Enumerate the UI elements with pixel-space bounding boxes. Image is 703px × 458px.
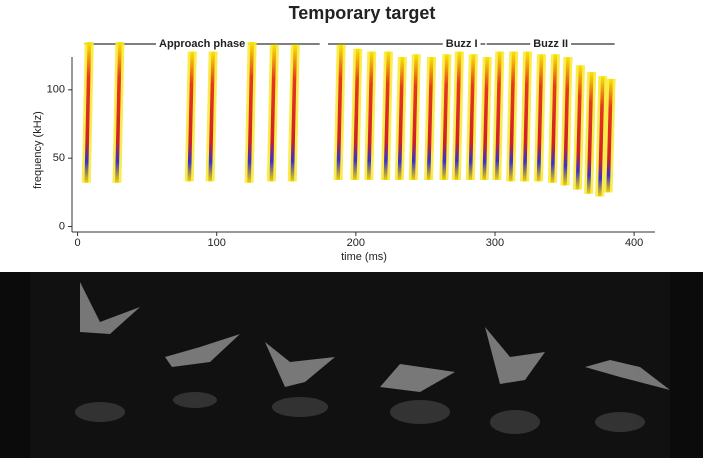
- y-tick-label: 100: [47, 84, 65, 96]
- call-core: [597, 76, 605, 197]
- call-core: [586, 72, 594, 194]
- call-core: [187, 51, 195, 182]
- reflections: [75, 392, 645, 434]
- phase-label: Buzz II: [533, 38, 568, 50]
- call-core: [84, 41, 92, 183]
- call-core: [563, 57, 570, 186]
- call-core: [336, 44, 343, 181]
- bat: [585, 360, 670, 390]
- bat: [485, 327, 545, 384]
- y-tick-label: 50: [53, 152, 65, 164]
- call-core: [366, 51, 374, 181]
- x-tick-label: 100: [208, 237, 226, 249]
- chart-title: Temporary target: [289, 3, 436, 23]
- x-tick-label: 300: [486, 237, 504, 249]
- call-core: [442, 54, 449, 181]
- call-core: [269, 44, 277, 182]
- photo: [0, 272, 703, 458]
- y-axis-label: frequency (kHz): [32, 111, 44, 189]
- call-core: [411, 54, 419, 181]
- phase-label-bg: [156, 37, 249, 50]
- call-core: [468, 54, 476, 181]
- reflection: [595, 412, 645, 432]
- call-core: [454, 51, 462, 181]
- call-core: [536, 54, 544, 182]
- bat: [80, 282, 140, 334]
- call-core: [550, 54, 558, 183]
- reflection: [490, 410, 540, 434]
- call-core: [508, 51, 516, 182]
- y-tick-label: 0: [59, 220, 65, 232]
- reflection: [390, 400, 450, 424]
- call-core: [575, 65, 583, 190]
- phase-label-bg: [530, 37, 572, 50]
- bat: [265, 342, 335, 387]
- call-core: [247, 41, 254, 183]
- reflection: [75, 402, 125, 422]
- call-core: [426, 57, 434, 181]
- call-core: [353, 48, 360, 181]
- call-core: [383, 51, 391, 181]
- x-tick-label: 0: [75, 237, 81, 249]
- photo-band: [30, 272, 670, 458]
- call-core: [482, 57, 490, 181]
- bat: [165, 334, 240, 367]
- call-core: [208, 51, 215, 182]
- phase-label-bg: [442, 37, 481, 50]
- reflection: [173, 392, 217, 408]
- call-core: [522, 51, 530, 182]
- call-core: [494, 51, 502, 181]
- call-core: [115, 41, 122, 183]
- bats: [80, 282, 670, 392]
- call-core: [606, 78, 613, 193]
- bat: [380, 364, 455, 392]
- x-axis-label: time (ms): [341, 251, 387, 263]
- phase-label: Approach phase: [159, 38, 245, 50]
- chart: Temporary target time (ms) frequency (kH…: [32, 3, 655, 263]
- call-core: [290, 44, 298, 182]
- reflection: [272, 397, 328, 417]
- x-tick-label: 400: [625, 237, 643, 249]
- call-core: [397, 57, 405, 181]
- x-tick-label: 200: [347, 237, 365, 249]
- phase-label: Buzz I: [446, 38, 478, 50]
